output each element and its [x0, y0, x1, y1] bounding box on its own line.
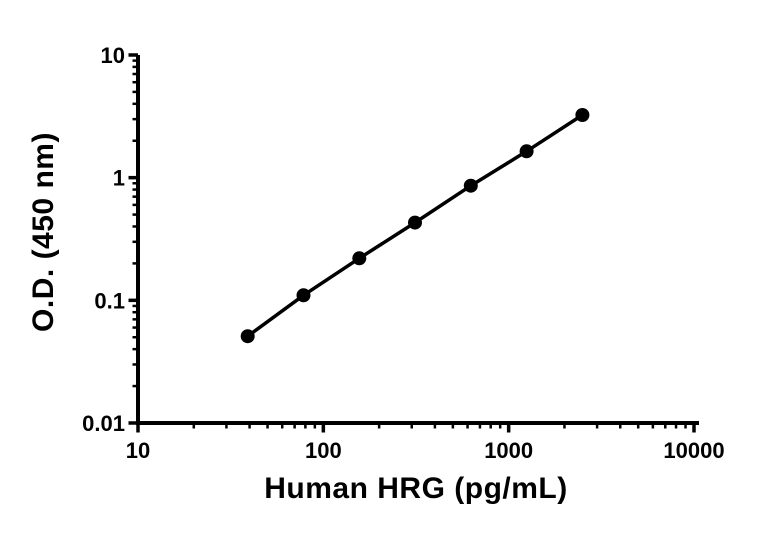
y-tick-label: 0.01 [82, 411, 125, 436]
y-axis-title: O.D. (450 nm) [27, 132, 60, 332]
x-tick-label: 100 [305, 438, 342, 463]
y-tick-label: 1 [113, 166, 125, 191]
data-point-marker [352, 251, 367, 266]
x-tick-label: 1000 [484, 438, 533, 463]
x-axis-title: Human HRG (pg/mL) [264, 472, 568, 505]
data-point-marker [296, 288, 311, 303]
data-point-marker [575, 108, 590, 122]
x-tick-label: 10 [126, 438, 150, 463]
y-tick-label: 10 [101, 43, 125, 68]
y-tick-label: 0.1 [94, 288, 125, 313]
data-point-marker [463, 178, 478, 193]
data-point-marker [408, 215, 422, 230]
x-tick-label: 10000 [663, 438, 724, 463]
data-point-marker [519, 144, 534, 159]
data-point-marker [240, 329, 255, 344]
